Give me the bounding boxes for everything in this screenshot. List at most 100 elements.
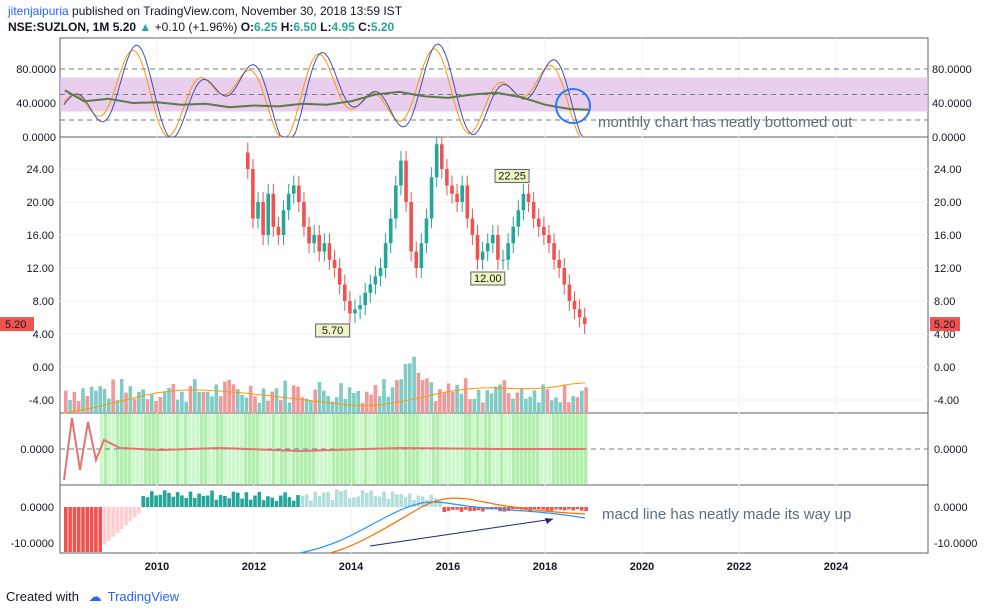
rsi-tick-right: 40.0000 [932,98,972,110]
volume-bar [408,363,412,413]
candle-body [307,226,311,244]
macd-hist-bar [283,492,287,507]
high-value: 6.50 [293,20,317,34]
trend-arrow [369,518,554,547]
macd-hist-bar [584,507,588,512]
macd-hist-bar [154,495,158,507]
volume-bar [81,388,85,413]
volume-bar [72,391,77,413]
macd-hist-bar [111,507,115,537]
macd-hist-bar [562,507,567,511]
candle-body [460,185,464,202]
macd-hist-bar [537,507,541,510]
macd-hist-bar [347,498,352,507]
candle-body [552,243,556,260]
macd-hist-bar [274,500,279,507]
volume-bar [223,381,227,413]
rsi-tick-right: 80.0000 [932,64,972,76]
chart-frame [59,37,929,554]
volume-bar [468,399,472,413]
candle-body [542,226,546,235]
macd-hist-bar [291,500,296,507]
macd-hist-bar [304,494,309,507]
open-value: 6.25 [254,20,278,34]
macd-hist-bar [124,507,128,526]
candle-body [582,317,587,325]
price-tick-left: 0.00 [33,362,54,374]
candle-body [506,243,510,260]
macd-hist-bar [128,507,133,522]
high-label: H: [280,20,294,34]
volume-bar [429,382,434,413]
volume-bar [214,384,219,413]
oscillator-bar [328,414,332,484]
volume-bar [502,380,507,413]
price-tick-right: 16.00 [934,230,962,242]
volume-bar [137,391,141,413]
volume-bar [309,400,313,413]
volume-bar [369,394,373,413]
candle-body [511,226,516,244]
volume-bar [300,397,305,413]
macd-hist-bar [476,507,481,511]
candle-body [378,268,383,277]
macd-hist-bar [64,507,68,552]
macd-hist-bar [223,495,227,507]
candle-body [572,301,577,310]
oscillator-bar [100,414,104,484]
volume-bar [115,399,120,413]
volume-bar [111,379,115,413]
x-tick: 2010 [145,561,169,573]
candle-body [394,185,398,219]
macd-hist-bar [115,507,120,533]
volume-bar [537,402,541,413]
last-price-left: 5.20 [5,319,26,331]
volume-bar [141,389,145,413]
candle-body [424,218,429,244]
volume-bar [236,389,240,413]
volume-bar [506,393,511,413]
tradingview-link[interactable]: TradingView [107,589,180,604]
macd-hist-bar [352,497,356,507]
candle-body [557,259,561,268]
price-label: 5.70 [315,323,351,338]
macd-hist-bar [158,494,163,507]
candle-body [419,243,424,268]
price-label-box [494,168,530,183]
volume-bar [244,397,249,413]
volume-bar [545,389,550,413]
volume-bar [360,402,365,413]
price-tick-left: 4.00 [33,329,54,341]
price-tick-left: -4.00 [29,395,54,407]
candle-body [577,309,582,318]
oscillator-line [63,417,585,481]
oscillator-bar [272,414,276,484]
macd-hist-bar [145,497,150,507]
macd-hist-bar [403,496,408,507]
volume-bar [511,398,515,413]
macd-hist-bar [141,496,145,507]
last-price-right: 5.20 [934,319,955,331]
volume-bar [438,389,442,413]
author-link[interactable]: jitenjaipuria [8,4,69,18]
candle-body [450,185,454,194]
volume-bar [524,398,528,413]
macd-hist-bar [334,489,339,507]
volume-bar [541,384,545,413]
macd-hist-bar [270,497,274,507]
macd-hist-bar [390,491,395,507]
volume-bar [89,386,94,413]
macd-hist-bar [180,495,184,507]
candle-body [358,305,362,310]
volume-bar [390,387,395,413]
candle-body [246,152,250,169]
macd-hist-bar [162,490,167,507]
macd-hist-bar [171,496,176,507]
candle-body [363,292,368,306]
volume-bar [274,388,279,413]
candle-body [475,235,480,260]
volume-bar [124,392,128,413]
volume-bar [162,391,167,413]
macd-hist-bar [382,491,386,507]
